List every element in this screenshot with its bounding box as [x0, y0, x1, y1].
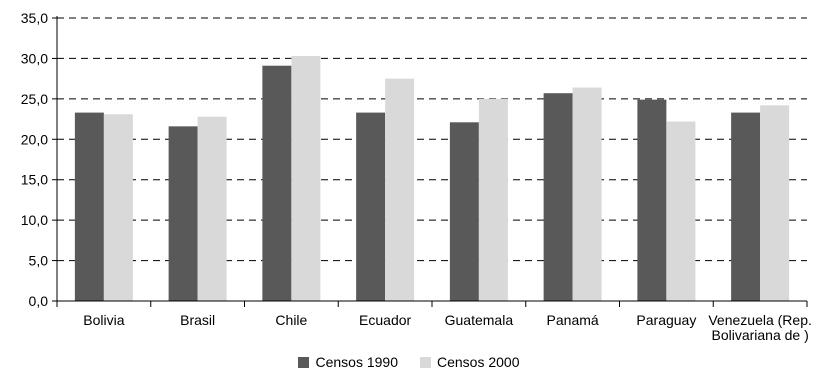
y-tick-label: 20,0	[21, 131, 48, 147]
x-tick-label: Panamá	[547, 312, 599, 328]
x-tick-label: Venezuela (Rep. Bolivariana de )	[708, 312, 812, 343]
bar-2000	[385, 78, 415, 302]
x-axis-ticks: Bolivia Brasil Chile Ecuador Guatemala Panamá…	[56, 301, 812, 343]
x-tick-label: Chile	[275, 312, 307, 328]
legend-swatch-2000	[420, 356, 431, 368]
x-tick-label: Bolivia	[83, 312, 124, 328]
legend-item-2000: Censos 2000	[420, 354, 520, 370]
x-tick-label: Ecuador	[359, 312, 411, 328]
bar-1990	[449, 122, 479, 301]
y-tick-label: 30,0	[21, 50, 48, 66]
legend-item-1990: Censos 1990	[298, 354, 398, 370]
bar-2000	[197, 116, 227, 301]
bar-1990	[168, 126, 198, 301]
bar-2000	[760, 105, 790, 301]
bar-1990	[356, 112, 386, 301]
bar-2000	[572, 87, 602, 301]
y-tick-label: 5,0	[29, 253, 49, 269]
legend-label-1990: Censos 1990	[315, 354, 398, 370]
bar-2000	[103, 114, 133, 301]
legend-label-2000: Censos 2000	[437, 354, 520, 370]
y-axis-ticks: 0,0 5,0 10,0 15,0 20,0 25,0 30,0 35,0	[21, 10, 57, 309]
y-tick-label: 25,0	[21, 91, 48, 107]
x-tick-label: Brasil	[180, 312, 215, 328]
bar-1990	[262, 65, 292, 301]
y-tick-label: 15,0	[21, 172, 48, 188]
bar-1990	[74, 112, 104, 301]
legend: Censos 1990 Censos 2000	[0, 352, 818, 372]
bar-2000	[666, 121, 696, 301]
x-tick-label: Guatemala	[445, 312, 514, 328]
bar-2000	[478, 98, 508, 301]
bar-1990	[543, 93, 573, 301]
legend-swatch-1990	[298, 356, 310, 368]
x-tick-label: Paraguay	[636, 312, 696, 328]
bar-1990	[731, 112, 761, 301]
bars	[74, 56, 790, 302]
y-tick-label: 35,0	[21, 10, 48, 26]
y-tick-label: 10,0	[21, 212, 48, 228]
bar-1990	[637, 99, 667, 301]
bar-2000	[291, 56, 321, 302]
y-tick-label: 0,0	[29, 293, 49, 309]
